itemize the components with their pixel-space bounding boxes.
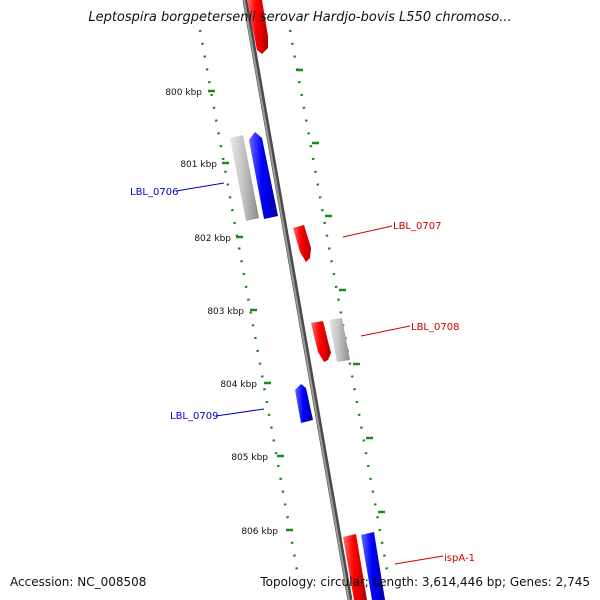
accession-text: Accession: NC_008508 bbox=[10, 575, 147, 589]
leader-lbl-0706 bbox=[175, 182, 225, 192]
gene-lbl-0709[interactable] bbox=[295, 384, 313, 423]
ruler-label: 805 kbp bbox=[231, 453, 268, 463]
map-title: Leptospira borgpetersenii serovar Hardjo… bbox=[88, 10, 512, 25]
gene-other-lbl-0706-adjacent[interactable] bbox=[230, 135, 259, 221]
gene-label-lbl-0706[interactable]: LBL_0706 bbox=[130, 187, 178, 198]
gene-forward-top[interactable] bbox=[247, 0, 268, 54]
gene-lbl-0708-secondary[interactable] bbox=[329, 318, 350, 362]
tick-track-left-line bbox=[198, 29, 299, 571]
gene-lbl-0706[interactable] bbox=[249, 132, 278, 219]
leader-lbl-0709 bbox=[215, 408, 265, 417]
ruler-label: 806 kbp bbox=[241, 527, 278, 537]
gene-label-ispa-1[interactable]: ispA-1 bbox=[444, 553, 475, 564]
gene-reverse-bottom[interactable] bbox=[361, 532, 385, 600]
ruler-label: 801 kbp bbox=[180, 160, 217, 170]
tick-track-left bbox=[198, 29, 299, 571]
leader-ispa-1 bbox=[394, 555, 444, 565]
gene-label-lbl-0708[interactable]: LBL_0708 bbox=[411, 322, 459, 333]
summary-text: Topology: circular; Length: 3,614,446 bp… bbox=[260, 575, 590, 589]
tick-track-right-line bbox=[288, 29, 389, 571]
tick-track-right bbox=[288, 29, 389, 571]
leader-lbl-0707 bbox=[342, 225, 393, 238]
chromosome-backbone bbox=[243, 0, 350, 600]
ruler-label: 804 kbp bbox=[220, 380, 257, 390]
ruler-label: 802 kbp bbox=[194, 234, 231, 244]
major-ticks bbox=[208, 68, 385, 532]
gene-lbl-0707[interactable] bbox=[293, 225, 311, 262]
gene-ispa-1[interactable] bbox=[343, 534, 367, 600]
gene-label-lbl-0709[interactable]: LBL_0709 bbox=[170, 411, 218, 422]
gene-label-lbl-0707[interactable]: LBL_0707 bbox=[393, 221, 441, 232]
leader-lbl-0708 bbox=[360, 325, 411, 337]
ruler-label: 800 kbp bbox=[165, 88, 202, 98]
gene-lbl-0708-primary[interactable] bbox=[311, 321, 331, 362]
ruler-label: 803 kbp bbox=[207, 307, 244, 317]
